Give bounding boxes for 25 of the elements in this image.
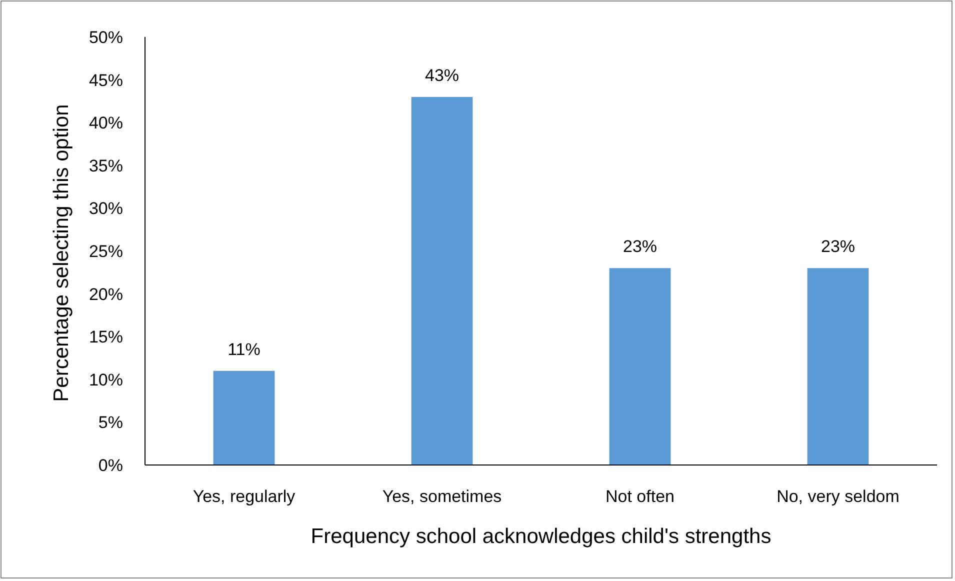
bar bbox=[807, 268, 869, 465]
x-tick-label: Yes, regularly bbox=[192, 487, 296, 506]
y-tick-label: 30% bbox=[88, 199, 123, 218]
y-tick-label: 0% bbox=[98, 456, 123, 475]
x-axis-title: Frequency school acknowledges child's strengths bbox=[310, 525, 772, 548]
y-tick-label: 35% bbox=[88, 156, 123, 176]
y-tick-label: 25% bbox=[88, 242, 123, 261]
data-label: 43% bbox=[424, 66, 460, 85]
bar bbox=[609, 268, 671, 465]
y-tick-label: 50% bbox=[88, 28, 123, 47]
y-tick-label: 15% bbox=[88, 328, 123, 347]
bar bbox=[411, 96, 473, 465]
bar bbox=[213, 370, 275, 465]
y-tick-label: 10% bbox=[88, 370, 123, 390]
x-tick-label: No, very seldom bbox=[776, 487, 900, 506]
y-axis-title: Percentage selecting this option bbox=[50, 104, 73, 402]
y-tick-label: 45% bbox=[88, 70, 123, 90]
y-tick-label: 5% bbox=[98, 413, 123, 432]
x-tick-label: Not often bbox=[606, 487, 674, 506]
y-tick-label: 20% bbox=[88, 284, 123, 304]
data-label: 23% bbox=[622, 237, 658, 256]
data-label: 11% bbox=[228, 340, 260, 359]
data-label: 23% bbox=[820, 237, 856, 256]
x-tick-label: Yes, sometimes bbox=[382, 487, 502, 506]
y-tick-label: 40% bbox=[88, 114, 123, 133]
